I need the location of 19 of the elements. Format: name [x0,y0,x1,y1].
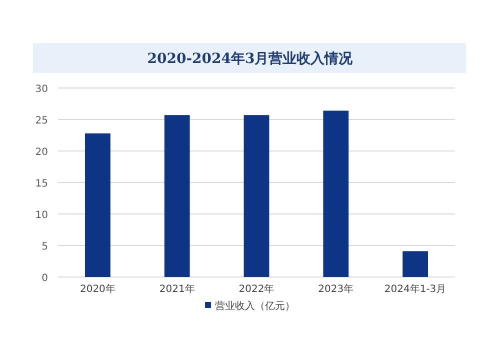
x-tick-label: 2021年 [159,283,195,295]
y-tick-label: 20 [35,147,48,158]
y-tick-label: 15 [35,178,48,190]
bar [402,251,428,277]
bar [84,133,110,277]
legend-label: 营业收入（亿元） [215,300,295,312]
y-tick-label: 25 [35,116,48,126]
y-tick-label: 0 [42,273,48,284]
bar [244,115,270,277]
y-tick-label: 5 [42,242,48,252]
x-tick-label: 2022年 [238,283,274,295]
x-tick-label: 2024年1-3月 [384,283,446,295]
bar [323,110,349,277]
y-tick-label: 10 [35,210,48,221]
x-tick-label: 2023年 [318,283,354,295]
bar [164,115,190,277]
chart-title: 2020-2024年3月营业收入情况 [147,51,354,67]
y-tick-label: 30 [35,84,48,95]
x-tick-label: 2020年 [80,283,116,295]
